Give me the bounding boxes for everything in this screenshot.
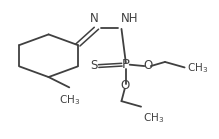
- Text: CH$_3$: CH$_3$: [187, 61, 208, 75]
- Text: CH$_3$: CH$_3$: [59, 93, 80, 107]
- Text: O: O: [143, 59, 152, 72]
- Text: CH$_3$: CH$_3$: [143, 111, 164, 125]
- Text: S: S: [91, 59, 98, 72]
- Text: P: P: [122, 58, 130, 71]
- Text: N: N: [90, 12, 99, 25]
- Text: O: O: [120, 79, 129, 92]
- Text: NH: NH: [120, 12, 138, 25]
